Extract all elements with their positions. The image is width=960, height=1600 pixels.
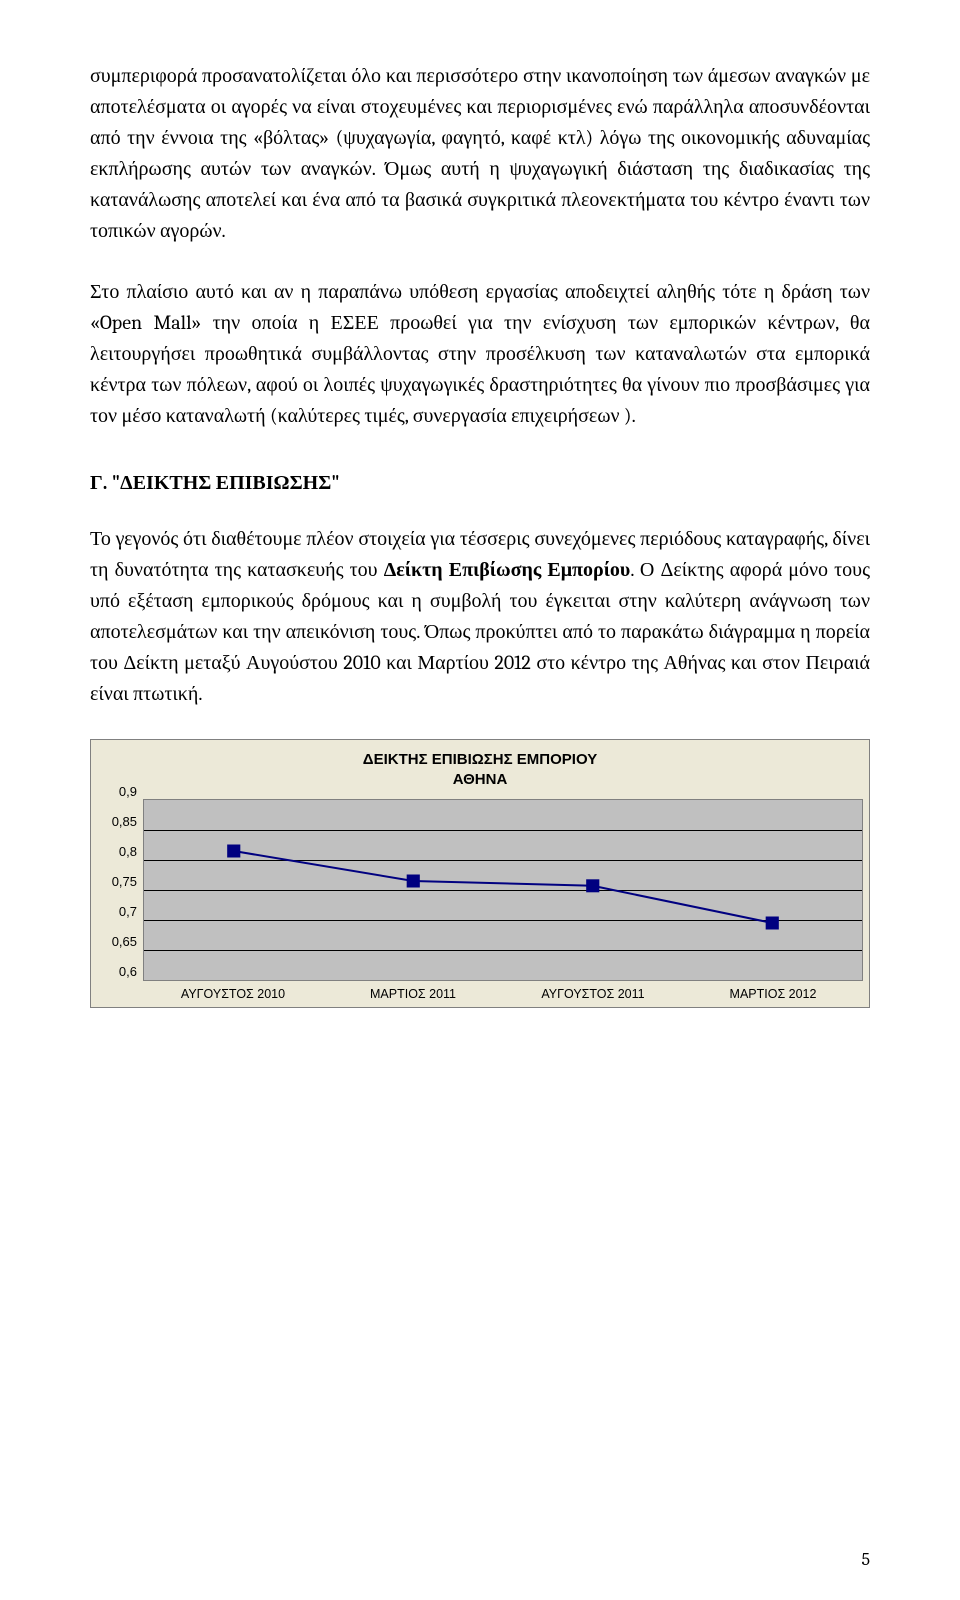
- body-paragraph: Στο πλαίσιο αυτό και αν η παραπάνω υπόθε…: [90, 276, 870, 431]
- paragraph-text: Στο πλαίσιο αυτό και αν η παραπάνω υπόθε…: [90, 280, 870, 427]
- paragraph-text: συμπεριφορά προσανατολίζεται όλο και περ…: [90, 64, 870, 242]
- paragraph-bold: Δείκτη Επιβίωσης Εμπορίου: [384, 558, 631, 581]
- chart-x-axis-row: ΑΥΓΟΥΣΤΟΣ 2010ΜΑΡΤΙΟΣ 2011ΑΥΓΟΥΣΤΟΣ 2011…: [97, 981, 863, 1001]
- body-paragraph: συμπεριφορά προσανατολίζεται όλο και περ…: [90, 60, 870, 246]
- body-paragraph: Το γεγονός ότι διαθέτουμε πλέον στοιχεία…: [90, 523, 870, 709]
- chart-title-line: ΔΕΙΚΤΗΣ ΕΠΙΒΙΩΣΗΣ ΕΜΠΟΡΙΟΥ: [97, 750, 863, 770]
- chart-x-tick: ΑΥΓΟΥΣΤΟΣ 2011: [503, 987, 683, 1001]
- chart-marker: [766, 917, 778, 929]
- section-heading: Γ. "ΔΕΙΚΤΗΣ ΕΠΙΒΙΩΣΗΣ": [90, 471, 870, 495]
- chart-y-axis: 0,90,850,80,750,70,650,6: [97, 799, 143, 981]
- chart-x-tick: ΜΑΡΤΙΟΣ 2011: [323, 987, 503, 1001]
- chart-svg: [144, 800, 862, 980]
- chart-title: ΔΕΙΚΤΗΣ ΕΠΙΒΙΩΣΗΣ ΕΜΠΟΡΙΟΥ ΑΘΗΝΑ: [97, 750, 863, 791]
- chart-x-axis: ΑΥΓΟΥΣΤΟΣ 2010ΜΑΡΤΙΟΣ 2011ΑΥΓΟΥΣΤΟΣ 2011…: [143, 981, 863, 1001]
- chart-title-line: ΑΘΗΝΑ: [97, 770, 863, 790]
- chart-marker: [587, 879, 599, 891]
- document-page: συμπεριφορά προσανατολίζεται όλο και περ…: [0, 0, 960, 1600]
- chart-marker: [228, 845, 240, 857]
- chart-plot-area: [143, 799, 863, 981]
- chart-container: ΔΕΙΚΤΗΣ ΕΠΙΒΙΩΣΗΣ ΕΜΠΟΡΙΟΥ ΑΘΗΝΑ 0,90,85…: [90, 739, 870, 1008]
- page-number: 5: [861, 1549, 870, 1570]
- chart-x-tick: ΑΥΓΟΥΣΤΟΣ 2010: [143, 987, 323, 1001]
- chart-x-axis-spacer: [97, 981, 143, 1001]
- chart-x-tick: ΜΑΡΤΙΟΣ 2012: [683, 987, 863, 1001]
- chart-line: [234, 851, 773, 923]
- chart-marker: [407, 875, 419, 887]
- chart-plot-wrapper: 0,90,850,80,750,70,650,6: [97, 799, 863, 981]
